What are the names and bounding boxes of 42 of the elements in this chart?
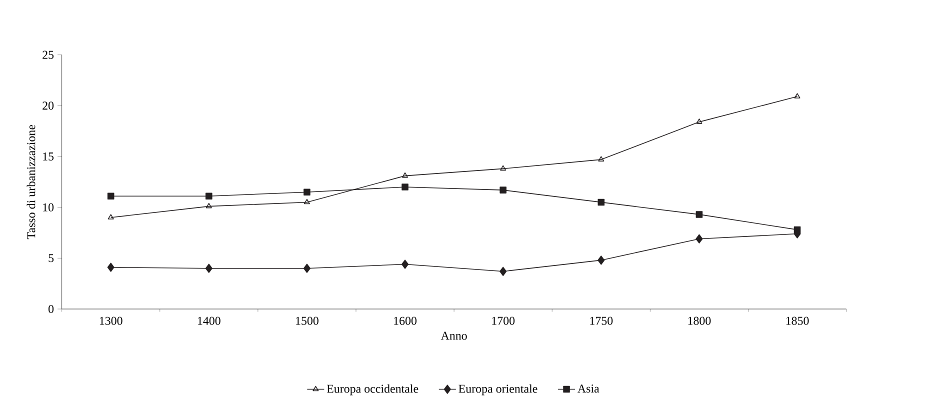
- point: [794, 226, 801, 234]
- point: [500, 186, 506, 194]
- x-axis-title: Anno: [440, 332, 467, 340]
- point: [696, 211, 703, 218]
- point: [598, 199, 605, 206]
- point: [401, 260, 409, 270]
- point: [598, 256, 605, 265]
- x-tick-label: 1600: [394, 316, 417, 326]
- y-tick-label: 25: [42, 50, 54, 59]
- point: [206, 203, 212, 208]
- x-tick-label: 1400: [198, 316, 220, 326]
- point: [205, 264, 212, 274]
- x-tick-label: 1750: [590, 316, 613, 326]
- point: [107, 262, 114, 272]
- x-tick-label: 1300: [100, 316, 122, 326]
- point: [794, 93, 800, 99]
- legend-label: Asia: [578, 384, 600, 393]
- point: [696, 234, 703, 244]
- point: [304, 188, 310, 196]
- legend-label: Europa occidentale: [326, 384, 418, 396]
- point: [107, 192, 114, 200]
- x-tick-label: 1800: [688, 316, 711, 326]
- y-tick-label: 10: [43, 203, 54, 212]
- y-tick-label: 0: [48, 305, 54, 314]
- x-tick-label: 1850: [786, 316, 809, 326]
- point: [304, 199, 310, 204]
- point: [108, 214, 114, 220]
- y-tick-label: 20: [42, 102, 54, 110]
- point: [696, 118, 702, 124]
- y-tick-label: 15: [43, 152, 54, 161]
- point: [402, 184, 408, 191]
- point: [206, 192, 212, 200]
- x-tick-label: 1500: [296, 316, 318, 326]
- y-tick-label: 5: [48, 254, 54, 262]
- point: [402, 172, 408, 178]
- y-axis-title: Tasso di urbanizzazione: [26, 125, 36, 240]
- point: [500, 165, 506, 171]
- point: [598, 156, 604, 162]
- point: [500, 266, 507, 276]
- x-tick-label: 1700: [492, 316, 515, 326]
- legend-label: Europa orientale: [458, 384, 538, 396]
- point: [303, 264, 311, 274]
